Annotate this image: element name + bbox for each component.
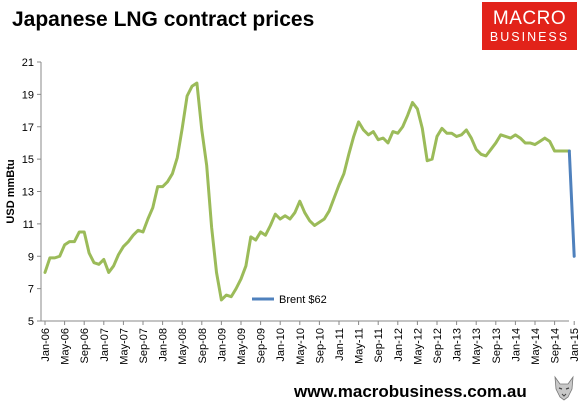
x-tick-label: May-14 [530,328,542,365]
x-tick-label: Jan-07 [99,328,111,362]
logo-line-macro: MACRO [492,8,567,29]
x-tick-label: Sep-10 [314,328,326,363]
y-tick-label: 9 [28,251,34,263]
chart-legend: Brent $62 [252,294,327,306]
y-tick-label: 7 [28,284,34,296]
x-tick-label: Jan-08 [158,328,170,362]
y-tick-label: 11 [23,219,34,231]
x-tick-label: Jan-15 [569,328,581,362]
chart-title: Japanese LNG contract prices [12,8,315,31]
legend-label: Brent $62 [279,294,327,306]
x-tick-label: May-09 [236,328,248,365]
y-tick-label: 5 [28,316,34,328]
x-tick-label: Sep-12 [432,328,444,363]
x-tick-label: Sep-08 [197,328,209,363]
x-tick-label: Jan-06 [40,328,52,362]
wolf-mascot-icon [554,375,574,401]
series-line-lng [43,81,571,302]
x-tick-label: Sep-13 [491,328,503,363]
y-tick-label: 21 [22,57,34,69]
series-line-brent [567,149,576,258]
x-tick-label: May-06 [60,328,72,365]
y-tick-label: 15 [22,154,34,166]
logo-line-business: BUSINESS [489,30,570,44]
x-tick-label: Sep-11 [373,328,385,363]
x-tick-label: Sep-14 [550,328,562,363]
y-axis-title: USD mmBtu [5,159,17,223]
footer-url[interactable]: www.macrobusiness.com.au [294,382,527,401]
x-tick-label: May-12 [412,328,424,365]
x-tick-label: May-08 [177,328,189,365]
x-tick-label: May-07 [118,328,130,365]
y-tick-label: 19 [22,89,34,101]
x-tick-label: Sep-07 [138,328,150,363]
x-tick-label: Sep-06 [79,328,91,363]
y-tick-label: 17 [22,122,34,134]
x-tick-label: Jan-10 [275,328,287,362]
x-tick-label: Jan-12 [393,328,405,362]
x-tick-label: May-13 [471,328,483,365]
x-tick-label: Jan-13 [452,328,464,362]
x-tick-label: May-11 [354,328,366,364]
y-tick-label: 13 [22,187,34,199]
x-tick-label: Jan-11 [334,328,346,361]
x-tick-label: Sep-09 [256,328,268,363]
chart-series [43,81,576,302]
x-tick-label: Jan-09 [216,328,228,362]
x-tick-label: Jan-14 [510,328,522,362]
lng-price-chart: 5 7 9 11 13 15 17 19 21 USD mmBtu Jan-06 May-06 Sep-… [5,57,581,365]
x-tick-label: May-10 [295,328,307,365]
macrobusiness-logo: MACRO BUSINESS [482,2,577,50]
chart-axes: 5 7 9 11 13 15 17 19 21 USD mmBtu Jan-06 May-06 Sep-… [5,57,581,365]
